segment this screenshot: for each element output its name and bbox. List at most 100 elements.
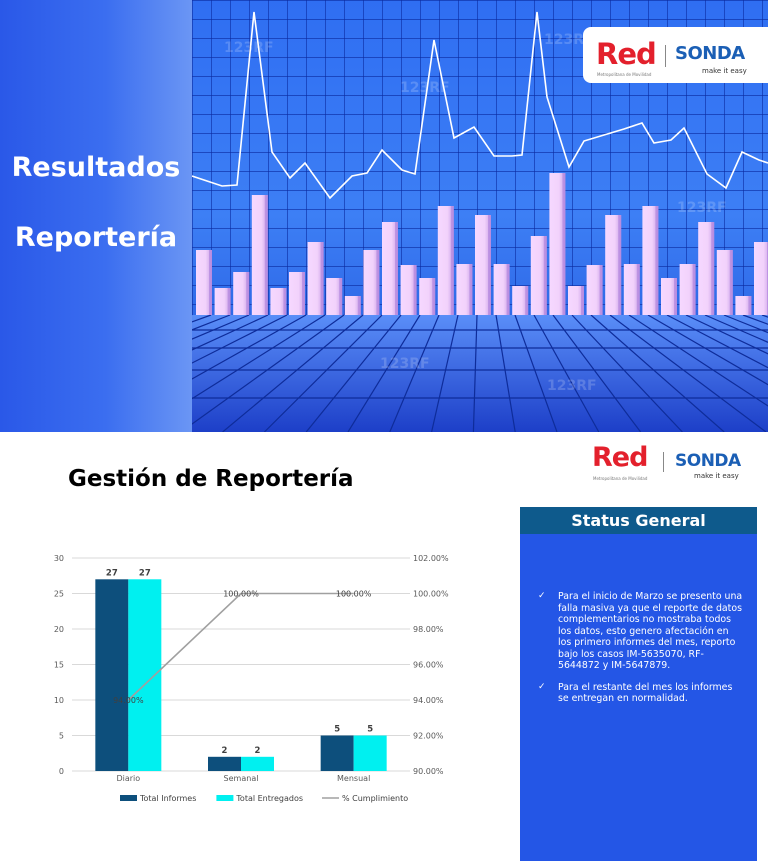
bar-data-label: 27 <box>106 568 118 578</box>
y-left-tick-label: 30 <box>54 554 64 563</box>
svg-text:Total Informes: Total Informes <box>139 794 196 803</box>
x-tick-label: Mensual <box>337 774 370 783</box>
cover-bar <box>437 206 454 315</box>
bar-data-label: 2 <box>255 746 261 756</box>
reporteria-chart: 05101520253090.00%92.00%94.00%96.00%98.0… <box>54 554 449 803</box>
logo-divider <box>663 452 664 472</box>
cover-bar <box>344 296 361 315</box>
y-right-tick-label: 94.00% <box>413 696 444 705</box>
cover-slide: Resultados Reportería <box>0 0 768 432</box>
status-title: Status General <box>571 511 706 530</box>
x-tick-label: Semanal <box>224 774 259 783</box>
cover-bar <box>363 250 380 315</box>
cover-bar <box>642 206 659 315</box>
bar-total-informes <box>320 735 354 771</box>
sonda-logo-text: SONDA <box>675 43 745 64</box>
status-item: ✓ Para el restante del mes los informes … <box>538 682 743 705</box>
status-list: ✓ Para el inicio de Marzo se presento un… <box>538 591 743 715</box>
svg-text:123RF: 123RF <box>400 80 450 96</box>
cover-bar <box>456 264 473 315</box>
legend-item: % Cumplimiento <box>322 794 408 803</box>
y-left-tick-label: 20 <box>54 625 64 634</box>
svg-text:123RF: 123RF <box>547 378 597 394</box>
legend-item: Total Informes <box>120 794 196 803</box>
bar-total-informes <box>208 756 241 771</box>
gestion-title: Gestión de Reportería <box>68 466 354 492</box>
cover-bar <box>307 242 324 315</box>
status-item-text: Para el restante del mes los informes se… <box>558 681 733 705</box>
cover-bar <box>512 286 529 315</box>
bar-total-entregados <box>128 579 162 771</box>
cover-bar <box>493 264 510 315</box>
status-item: ✓ Para el inicio de Marzo se presento un… <box>538 591 743 672</box>
y-left-tick-label: 15 <box>54 661 64 670</box>
status-item-text: Para el inicio de Marzo se presento una … <box>558 591 743 671</box>
line-cumplimiento <box>127 592 354 701</box>
sonda-logo-tagline: make it easy <box>702 67 747 75</box>
cover-bar <box>419 278 436 315</box>
sonda-logo-text: SONDA <box>675 451 741 471</box>
cover-bar <box>475 215 491 315</box>
x-tick-label: Diario <box>116 774 140 783</box>
logo-divider <box>665 45 666 67</box>
red-logo-subtitle: Metropolitana de Movilidad <box>593 476 648 481</box>
cover-bar <box>679 264 696 315</box>
y-right-tick-label: 96.00% <box>413 661 444 670</box>
cover-bar <box>605 215 622 315</box>
cover-bar <box>251 195 268 315</box>
cover-bar <box>549 173 566 315</box>
bar-data-label: 5 <box>367 725 373 735</box>
cover-title-line1: Resultados <box>11 152 181 183</box>
cover-bar <box>754 242 768 315</box>
cover-title-panel: Resultados Reportería <box>0 0 192 432</box>
bar-data-label: 5 <box>334 725 340 735</box>
cover-bar <box>530 236 547 315</box>
y-right-tick-label: 98.00% <box>413 625 444 634</box>
bar-total-entregados <box>241 756 274 771</box>
cover-bar <box>270 288 287 315</box>
red-logo-text: Red <box>592 442 648 473</box>
red-logo-subtitle: Metropolitana de Movilidad <box>597 72 652 77</box>
cover-bar <box>214 288 231 315</box>
cover-title-line2: Reportería <box>14 222 178 253</box>
y-left-tick-label: 25 <box>54 590 64 599</box>
sonda-logo-tagline: make it easy <box>694 472 739 480</box>
bar-data-label: 2 <box>222 746 228 756</box>
cover-bar <box>568 286 584 315</box>
cover-bar <box>735 296 752 315</box>
y-right-tick-label: 92.00% <box>413 732 444 741</box>
y-left-tick-label: 0 <box>59 767 64 776</box>
line-data-label: 100.00% <box>336 590 372 599</box>
cover-bar <box>289 272 305 315</box>
bar-total-entregados <box>353 735 387 771</box>
cover-bar <box>698 222 715 315</box>
y-left-tick-label: 5 <box>59 732 64 741</box>
red-sonda-logo: Red Metropolitana de Movilidad SONDA mak… <box>583 27 768 83</box>
cover-bar <box>196 250 212 315</box>
bar-total-informes <box>95 579 129 771</box>
line-data-label: 100.00% <box>223 590 259 599</box>
svg-text:123RF: 123RF <box>677 200 727 216</box>
y-right-tick-label: 102.00% <box>413 554 449 563</box>
svg-text:Total Entregados: Total Entregados <box>235 794 303 803</box>
y-left-tick-label: 10 <box>54 696 64 705</box>
status-header: Status General <box>520 507 757 534</box>
cover-bar <box>716 250 733 315</box>
y-right-tick-label: 90.00% <box>413 767 444 776</box>
line-data-label: 94.00% <box>113 696 144 705</box>
cover-bar <box>382 222 398 315</box>
y-right-tick-label: 100.00% <box>413 590 449 599</box>
cover-bar <box>586 265 603 315</box>
cover-bar <box>233 272 250 315</box>
svg-text:123RF: 123RF <box>380 356 430 372</box>
svg-text:123RF: 123RF <box>544 32 594 48</box>
check-icon: ✓ <box>538 681 546 692</box>
legend-item: Total Entregados <box>216 794 303 803</box>
bar-data-label: 27 <box>139 568 151 578</box>
cover-bar <box>623 264 640 315</box>
status-panel: Status General ✓ Para el inicio de Marzo… <box>520 507 757 861</box>
red-sonda-logo-small: Red Metropolitana de Movilidad SONDA mak… <box>587 438 763 488</box>
cover-bar <box>326 278 343 315</box>
svg-text:123RF: 123RF <box>224 40 274 56</box>
check-icon: ✓ <box>538 591 546 601</box>
